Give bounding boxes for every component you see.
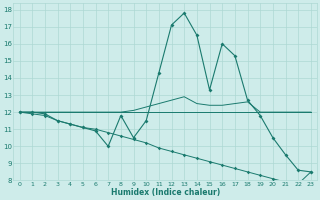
X-axis label: Humidex (Indice chaleur): Humidex (Indice chaleur) [111, 188, 220, 197]
